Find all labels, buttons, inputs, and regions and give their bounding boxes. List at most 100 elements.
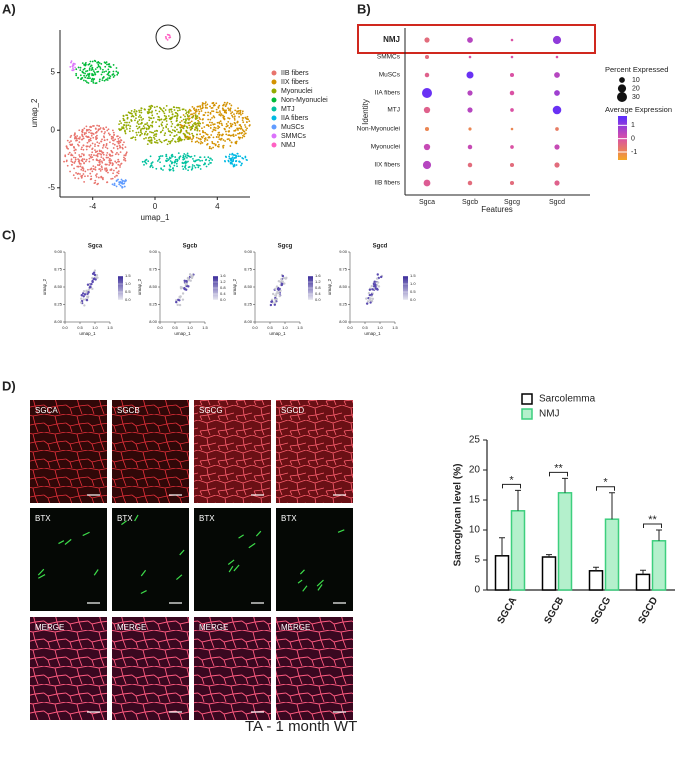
cell-point xyxy=(199,159,202,162)
cell-point xyxy=(189,126,191,129)
y-tick-label: MuSCs xyxy=(379,72,401,79)
cell-point xyxy=(170,117,173,120)
cell-point xyxy=(192,135,195,137)
cell-point xyxy=(234,156,237,159)
y-tick-label: IIX fibers xyxy=(374,162,400,169)
cell-point xyxy=(83,133,86,136)
cell-point xyxy=(81,292,85,295)
cell-point xyxy=(234,109,237,112)
cell-point xyxy=(245,121,248,123)
cell-point xyxy=(120,139,123,142)
cell-point xyxy=(375,277,379,280)
cell-point xyxy=(176,159,179,162)
cell-point xyxy=(87,290,90,294)
x-tick-label: SGCD xyxy=(636,595,660,626)
cell-point xyxy=(92,78,95,81)
y-tick-label: 8.00 xyxy=(54,319,63,324)
cell-point xyxy=(184,164,187,167)
cell-point xyxy=(165,153,168,156)
dot xyxy=(554,162,560,168)
cell-point xyxy=(165,104,168,107)
cell-point xyxy=(122,158,125,161)
bar xyxy=(604,518,620,591)
cell-point xyxy=(211,130,214,133)
micrograph-label: MERGE xyxy=(281,623,310,632)
cell-point xyxy=(97,60,100,63)
cell-point xyxy=(169,160,172,162)
cell-point xyxy=(185,135,188,138)
micrograph xyxy=(112,617,189,720)
cell-point xyxy=(103,128,106,131)
color-key-label: 0.5 xyxy=(410,289,416,294)
cell-point xyxy=(228,139,231,142)
cell-point xyxy=(87,82,90,84)
cell-point xyxy=(107,72,110,75)
cell-point xyxy=(235,160,237,163)
cell-point xyxy=(241,131,243,134)
cell-point xyxy=(87,63,90,66)
btx-signal xyxy=(316,579,324,587)
cell-point xyxy=(83,79,85,82)
cell-point xyxy=(105,163,107,166)
cell-point xyxy=(379,275,383,279)
cell-point xyxy=(223,101,226,104)
cell-point xyxy=(76,173,79,175)
cell-point xyxy=(125,124,128,127)
cell-point xyxy=(64,155,67,158)
cell-point xyxy=(135,117,137,120)
cell-point xyxy=(96,134,98,137)
y-axis-label: umap_2 xyxy=(137,278,142,295)
cell-point xyxy=(221,107,224,110)
error-bar xyxy=(656,529,662,541)
cell-point xyxy=(167,128,170,130)
cell-point xyxy=(151,125,154,128)
dot xyxy=(467,162,473,168)
cell-point xyxy=(165,159,167,162)
btx-signal xyxy=(317,584,323,591)
cell-point xyxy=(137,123,140,126)
dot xyxy=(424,72,430,78)
cell-point xyxy=(239,136,242,139)
cell-point xyxy=(79,136,81,138)
cell-point xyxy=(166,39,169,41)
cell-point xyxy=(154,130,156,133)
cell-point xyxy=(228,155,231,158)
cell-point xyxy=(191,132,194,135)
cell-point xyxy=(96,173,98,175)
cell-point xyxy=(97,128,100,131)
cell-point xyxy=(89,144,92,147)
cell-point xyxy=(115,174,118,177)
cell-point xyxy=(366,300,370,303)
cell-point xyxy=(83,304,86,307)
cell-point xyxy=(173,164,176,167)
cell-point xyxy=(184,155,187,158)
cell-point xyxy=(238,127,241,130)
cell-point xyxy=(195,108,198,111)
cell-point xyxy=(89,137,92,140)
cell-point xyxy=(110,137,113,140)
cell-point xyxy=(87,77,90,80)
cell-point xyxy=(164,132,167,135)
cell-point xyxy=(85,125,88,128)
x-tick-label: 0.0 xyxy=(62,325,68,330)
cell-point xyxy=(161,155,164,157)
cell-point xyxy=(139,134,141,137)
cell-point xyxy=(174,156,177,158)
cell-point xyxy=(239,155,242,158)
cell-point xyxy=(197,105,200,108)
cell-point xyxy=(71,143,73,146)
cell-point xyxy=(77,77,79,79)
cell-point xyxy=(201,136,204,139)
cell-point xyxy=(140,128,143,131)
cell-point xyxy=(242,134,244,137)
cell-point xyxy=(138,116,140,118)
cell-point xyxy=(244,156,247,159)
cell-point xyxy=(216,133,219,136)
cell-point xyxy=(135,125,138,128)
cell-point xyxy=(94,82,97,85)
cell-point xyxy=(270,300,274,303)
cell-point xyxy=(114,160,117,163)
cell-point xyxy=(101,176,104,179)
cell-point xyxy=(83,63,85,66)
cell-point xyxy=(170,120,173,123)
